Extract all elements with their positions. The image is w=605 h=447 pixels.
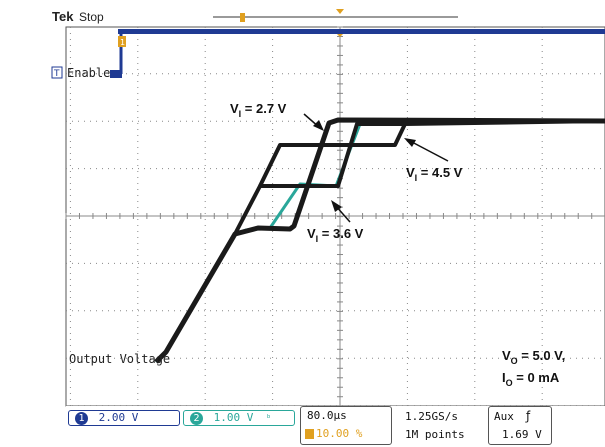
trigger-position-icon[interactable] <box>336 9 344 14</box>
ch1-number-badge: 1 <box>75 412 88 425</box>
ch1-marker-icon[interactable] <box>118 36 126 47</box>
ch2-readout[interactable]: 2 1.00 V ᵇ <box>183 410 295 426</box>
ch2-number-badge: 2 <box>190 412 203 425</box>
horizontal-readout[interactable]: 80.0μs 10.00 % <box>300 406 392 445</box>
trigger-source: Aux <box>494 410 514 423</box>
trace-vi-4p5 <box>258 119 605 187</box>
trigger-readout[interactable] <box>488 406 552 445</box>
annotation-arrows <box>303 113 449 223</box>
graticule <box>65 26 605 407</box>
record-view-marker <box>240 13 245 22</box>
trigger-level: 1.69 V <box>502 428 542 441</box>
timebase-scale: 80.0μs <box>307 409 347 422</box>
trace-vi-3p6 <box>233 122 405 235</box>
ch2-scale: 1.00 V <box>213 411 254 424</box>
enable-channel-badge[interactable] <box>51 66 63 79</box>
sample-rate: 1.25GS/s <box>405 410 458 423</box>
trigger-position-value: 10.00 % <box>316 427 363 440</box>
ch1-readout[interactable]: 1 2.00 V <box>68 410 180 426</box>
ch1-scale: 2.00 V <box>98 411 139 424</box>
bandwidth-limit-icon: ᵇ <box>266 414 272 424</box>
ch1-marker-label: 1 <box>120 38 125 47</box>
record-length: 1M points <box>405 428 465 441</box>
rising-edge-icon: ƒ <box>526 409 531 423</box>
trigger-position-badge-icon <box>305 429 314 439</box>
trace-vi-2p7 <box>154 117 605 364</box>
vi-2p7-label: VI = 2.7 V <box>230 101 287 119</box>
acquisition-state: Stop <box>79 10 104 24</box>
condition-vo-label: VO = 5.0 V, <box>502 348 565 366</box>
vi-3p6-label: VI = 3.6 V <box>307 226 364 244</box>
vi-4p5-label: VI = 4.5 V <box>406 165 463 183</box>
brand-label: Tek <box>52 9 74 24</box>
condition-io-label: IO = 0 mA <box>502 370 560 388</box>
output-voltage-traces <box>154 117 605 364</box>
enable-channel-badge-label: T <box>53 69 60 79</box>
output-voltage-label: Output Voltage <box>69 352 170 366</box>
enable-label: Enable <box>67 66 110 80</box>
